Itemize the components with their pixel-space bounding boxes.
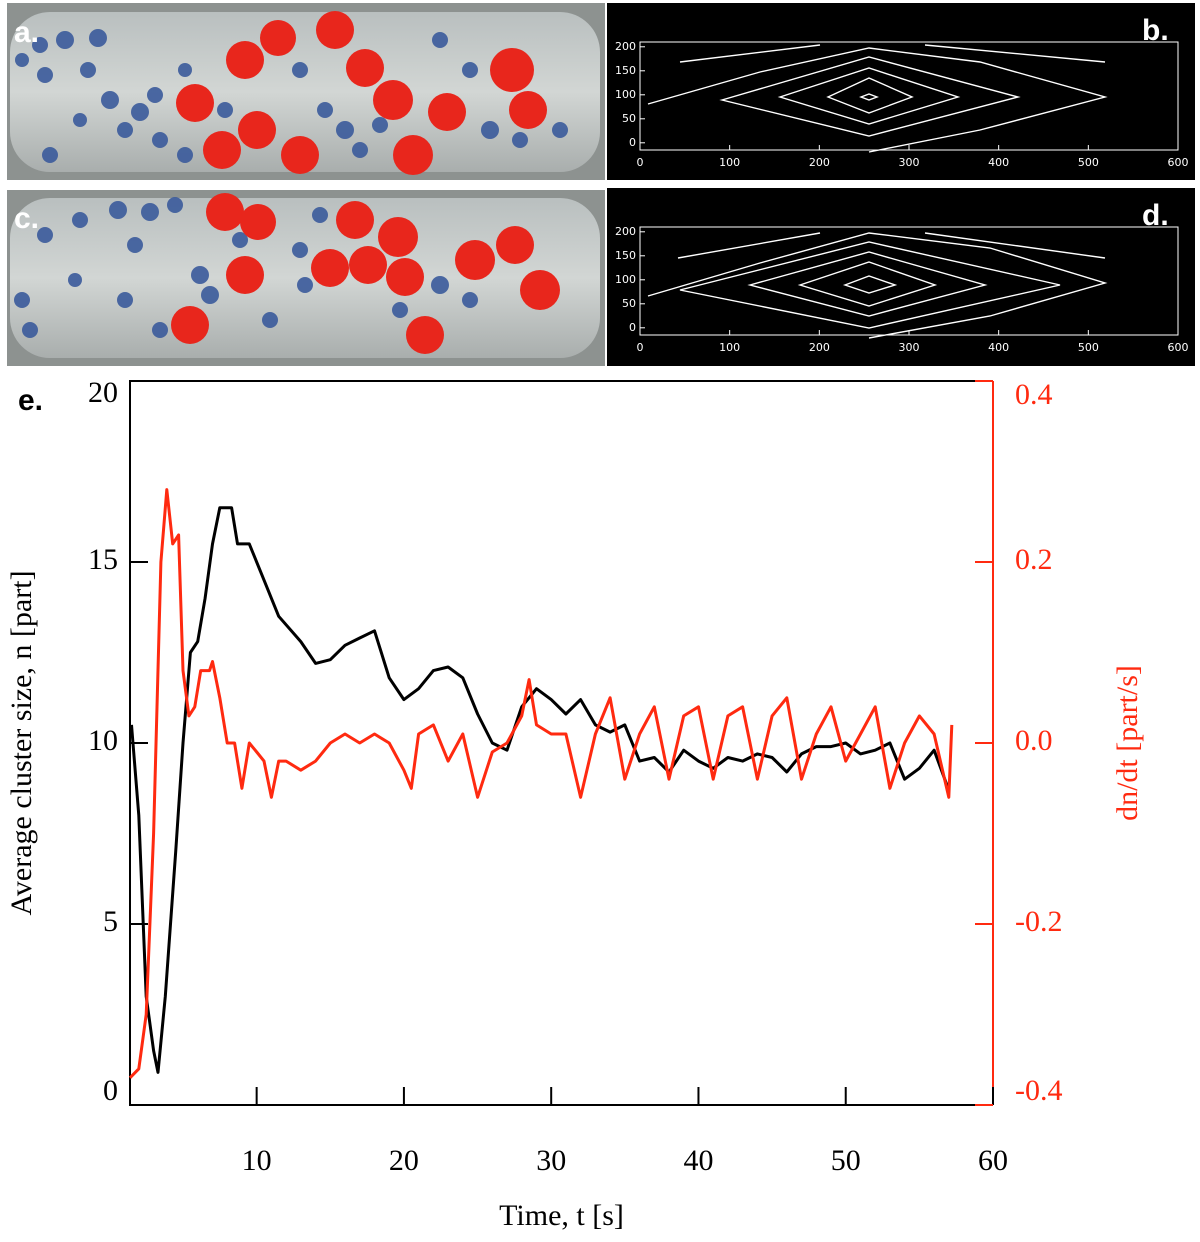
- panel-label: a.: [14, 16, 39, 49]
- x-tick-label: 100: [719, 156, 740, 169]
- x-tick-label: 500: [1078, 156, 1099, 169]
- y-tick-label: 10: [88, 724, 118, 757]
- x-tick-label: 60: [978, 1144, 1008, 1177]
- x-axis-label: Time, t [s]: [499, 1199, 624, 1232]
- y-tick-label: 50: [622, 297, 636, 310]
- y-tick-label: 20: [88, 376, 118, 409]
- panel-label: c.: [14, 202, 39, 235]
- x-tick-label: 300: [899, 341, 920, 354]
- x-tick-label: 400: [988, 156, 1009, 169]
- y2-tick-label: 0.2: [1015, 543, 1053, 576]
- x-tick-label: 500: [1078, 341, 1099, 354]
- axis-frame: [129, 380, 993, 1106]
- y-tick-label: 5: [103, 905, 118, 938]
- y-tick-label: 200: [615, 225, 636, 238]
- y-tick-label: 0: [629, 321, 636, 334]
- x-tick-label: 600: [1168, 156, 1189, 169]
- x-tick-label: 200: [809, 341, 830, 354]
- y-tick-label: 200: [615, 40, 636, 53]
- x-tick-label: 0: [637, 156, 644, 169]
- panel-label: d.: [1142, 199, 1169, 232]
- y-tick-label: 15: [88, 543, 118, 576]
- y-tick-label: 150: [615, 249, 636, 262]
- series-line: [130, 506, 951, 1074]
- x-tick-label: 40: [683, 1144, 713, 1177]
- panel-label: b.: [1142, 14, 1169, 47]
- x-tick-label: 300: [899, 156, 920, 169]
- x-tick-label: 600: [1168, 341, 1189, 354]
- x-tick-label: 200: [809, 156, 830, 169]
- y2-tick-label: 0.4: [1015, 378, 1053, 411]
- x-tick-label: 0: [637, 341, 644, 354]
- y2-tick-label: -0.4: [1015, 1074, 1063, 1107]
- y-tick-label: 0: [103, 1074, 118, 1107]
- y2-axis-label: dn/dt [part/s]: [1111, 665, 1144, 821]
- y-axis-label: Average cluster size, n [part]: [5, 570, 38, 915]
- contour-lines: [647, 232, 1108, 339]
- x-tick-label: 50: [831, 1144, 861, 1177]
- contour-lines: [647, 44, 1108, 153]
- y2-tick-label: -0.2: [1015, 905, 1063, 938]
- contour-panel: [607, 188, 1195, 366]
- y-tick-label: 100: [615, 88, 636, 101]
- y-tick-label: 0: [629, 136, 636, 149]
- y-tick-label: 150: [615, 64, 636, 77]
- photo: [7, 3, 605, 180]
- y-tick-label: 50: [622, 112, 636, 125]
- panel-label: e.: [18, 384, 43, 417]
- y-tick-label: 100: [615, 273, 636, 286]
- x-tick-label: 10: [242, 1144, 272, 1177]
- x-tick-label: 20: [389, 1144, 419, 1177]
- y2-tick-label: 0.0: [1015, 724, 1053, 757]
- series-line: [128, 488, 954, 1079]
- x-tick-label: 30: [536, 1144, 566, 1177]
- photo: [7, 190, 605, 366]
- x-tick-label: 400: [988, 341, 1009, 354]
- x-tick-label: 100: [719, 341, 740, 354]
